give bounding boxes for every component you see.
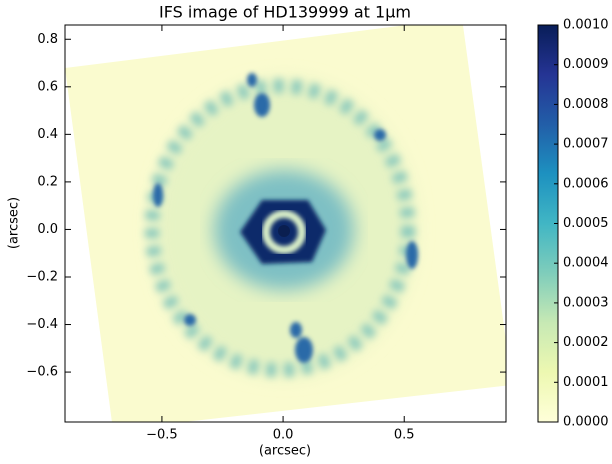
colorbar-tick-label: 0.0004 <box>563 256 609 271</box>
y-tick-label: 0.8 <box>37 32 58 47</box>
x-tick-label: −0.5 <box>146 428 178 443</box>
colorbar-tick-label: 0.0003 <box>563 295 609 310</box>
y-tick-label: −0.2 <box>26 269 58 284</box>
colorbar-tick-label: 0.0005 <box>563 216 609 231</box>
colorbar-tick-label: 0.0007 <box>563 137 609 152</box>
colorbar-tick-label: 0.0000 <box>563 415 609 430</box>
image <box>65 25 506 422</box>
y-tick-label: 0.4 <box>37 127 58 142</box>
y-tick-label: −0.4 <box>26 317 58 332</box>
colorbar-tick-label: 0.0008 <box>563 97 609 112</box>
y-tick-label: −0.6 <box>26 365 58 380</box>
plot-frame <box>64 24 507 423</box>
center <box>278 225 290 237</box>
colorbar-tick-label: 0.0001 <box>563 375 609 390</box>
colorbar-tick-label: 0.0002 <box>563 335 609 350</box>
y-tick-label: 0.6 <box>37 79 58 94</box>
colorbar-tick-label: 0.0010 <box>563 18 609 33</box>
ring-clumps <box>153 73 418 363</box>
y-tick-label: 0.0 <box>37 222 58 237</box>
y-tick-label: 0.2 <box>37 174 58 189</box>
inner-ring <box>262 210 306 254</box>
x-axis-label: (arcsec) <box>259 444 311 459</box>
x-tick-label: 0.0 <box>273 428 294 443</box>
chart-title: IFS image of HD139999 at 1μm <box>159 3 411 22</box>
y-axis-label: (arcsec) <box>7 197 22 249</box>
x-tick-label: 0.5 <box>394 428 415 443</box>
colorbar-tick-label: 0.0009 <box>563 57 609 72</box>
colorbar-tick-label: 0.0006 <box>563 176 609 191</box>
ring <box>145 79 415 377</box>
